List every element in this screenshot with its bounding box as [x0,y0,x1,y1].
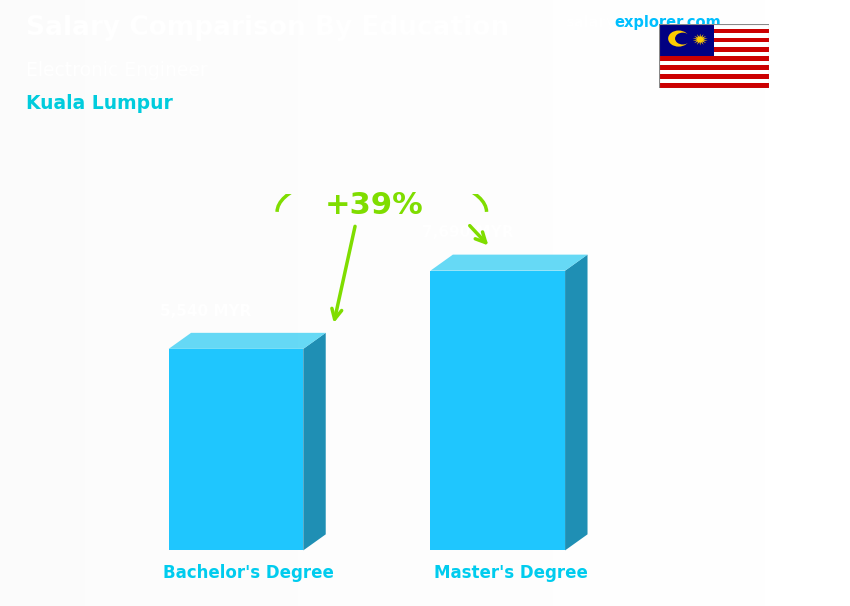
Bar [42,0,85,606]
Polygon shape [430,255,587,271]
Bar [552,0,595,606]
Bar [382,0,425,606]
Bar [659,79,769,84]
Bar [808,0,850,606]
Bar [659,24,769,28]
Bar [659,38,769,42]
Bar [340,0,382,606]
Bar [680,0,722,606]
Bar [638,0,680,606]
Text: Master's Degree: Master's Degree [434,564,587,582]
Bar [659,70,769,75]
Bar [0,0,42,606]
Bar [659,24,714,56]
Text: explorer.com: explorer.com [615,15,722,30]
Bar [659,29,769,33]
Bar [170,0,212,606]
Text: 5,540 MYR: 5,540 MYR [161,304,252,319]
Bar [659,42,769,47]
Text: Electronic Engineer: Electronic Engineer [26,61,207,79]
Polygon shape [168,349,303,550]
Circle shape [668,30,689,47]
Bar [425,0,468,606]
Polygon shape [168,333,326,349]
Bar [255,0,298,606]
Bar [128,0,170,606]
Text: Average Monthly Salary: Average Monthly Salary [832,302,842,425]
Bar [468,0,510,606]
Polygon shape [565,255,587,550]
Bar [595,0,638,606]
Polygon shape [303,333,326,550]
Bar [659,75,769,79]
Bar [298,0,340,606]
Bar [722,0,765,606]
Bar [659,65,769,70]
Text: Salary Comparison By Education: Salary Comparison By Education [26,15,508,41]
Bar [659,52,769,56]
Text: salary: salary [565,15,615,30]
Bar [659,33,769,38]
Bar [659,61,769,65]
Text: +39%: +39% [325,191,423,220]
Bar [765,0,808,606]
Bar [510,0,552,606]
Text: Bachelor's Degree: Bachelor's Degree [163,564,334,582]
Polygon shape [693,33,708,45]
Text: 7,690 MYR: 7,690 MYR [422,225,513,241]
Bar [85,0,128,606]
Polygon shape [430,271,565,550]
Bar [659,47,769,52]
Text: Kuala Lumpur: Kuala Lumpur [26,94,173,113]
Bar [659,84,769,88]
Bar [659,56,769,61]
Circle shape [675,33,690,44]
Bar [212,0,255,606]
